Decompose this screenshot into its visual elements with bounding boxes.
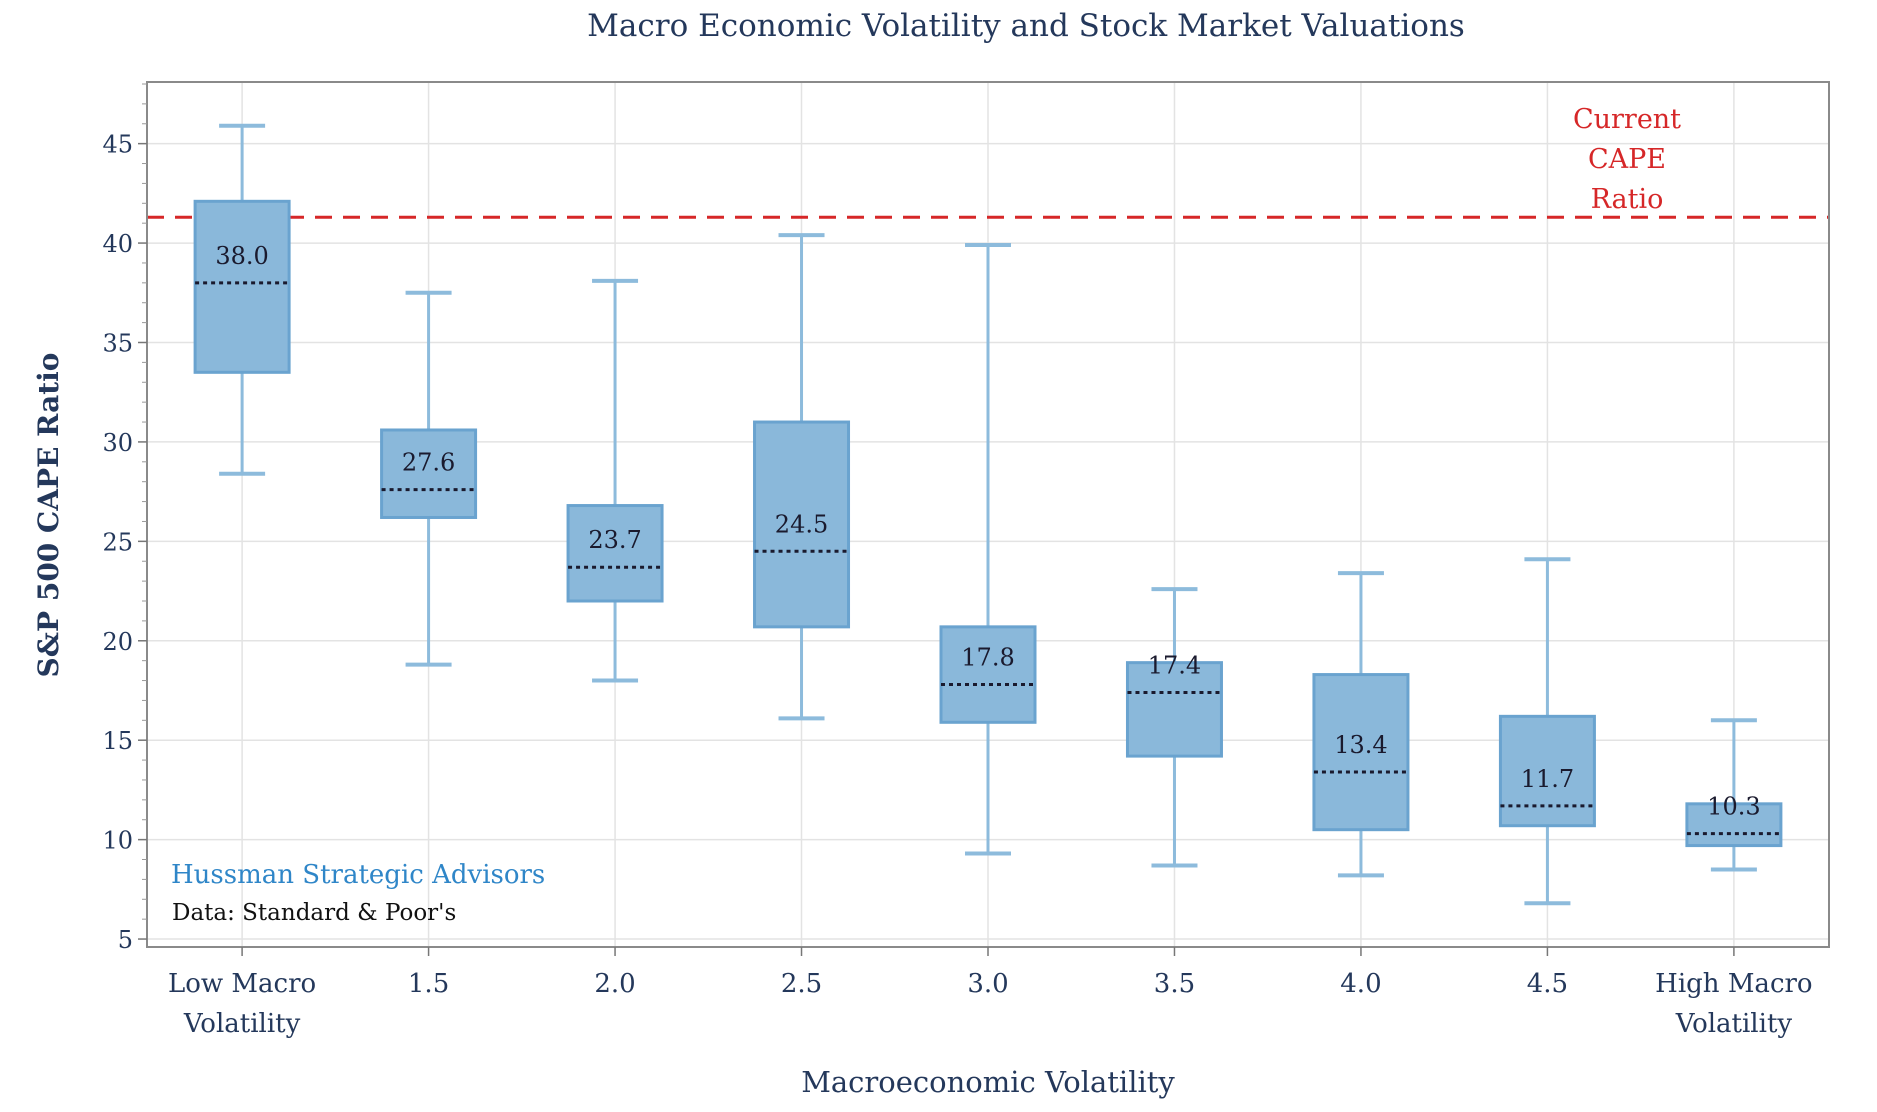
y-tick-label: 40 [102,230,133,258]
current-cape-label: Ratio [1591,184,1664,215]
median-label: 13.4 [1334,731,1387,759]
source-data: Data: Standard & Poor's [172,900,456,926]
y-tick-label: 35 [102,329,133,357]
x-tick-label: 4.0 [1340,969,1381,999]
box-6: 17.4 [1125,587,1223,868]
x-axis: Low Macro Volatility 1.5 2.0 2.5 3.0 3.5 4.0 4.5… [168,947,1813,1039]
y-axis-label: S&P 500 CAPE Ratio [32,353,65,678]
box-5: 17.8 [939,243,1037,856]
box-1: 38.0 [193,123,291,476]
y-tick-label: 15 [102,727,133,755]
x-tick-label: 3.5 [1154,969,1195,999]
median-label: 11.7 [1521,765,1574,793]
iqr-box [939,625,1037,724]
iqr-box [1312,673,1410,832]
x-tick-label: Volatility [1675,1009,1793,1039]
y-axis: 5 10 15 20 25 30 35 40 45 [102,83,147,954]
y-tick-label: 30 [102,429,133,457]
box-4: 24.5 [753,233,851,721]
iqr-box [566,504,664,603]
median-label: 17.4 [1148,651,1201,679]
iqr-box [380,428,478,519]
x-tick-label: 2.0 [594,969,635,999]
x-tick-label: 2.5 [781,969,822,999]
x-tick-label: High Macro [1655,969,1812,999]
x-axis-label: Macroeconomic Volatility [801,1065,1175,1099]
box-8: 11.7 [1498,557,1596,906]
median-label: 17.8 [961,644,1014,672]
current-cape-label: Current [1573,104,1681,135]
iqr-box [1498,714,1596,828]
reference-line-group: Current CAPE Ratio [147,104,1829,219]
y-tick-label: 25 [102,528,133,556]
chart-title: Macro Economic Volatility and Stock Mark… [587,8,1465,44]
current-cape-label: CAPE [1588,144,1666,175]
x-tick-label: 4.5 [1527,969,1568,999]
box-7: 13.4 [1312,571,1410,878]
boxes: 38.0 27.6 23.7 24.5 17.8 17.4 13.4 11.7 10.3 [193,123,1783,906]
box-9: 10.3 [1685,718,1783,872]
median-label: 23.7 [588,526,641,554]
y-tick-label: 45 [102,131,133,159]
box-2: 27.6 [380,290,478,667]
x-tick-label: Low Macro [168,969,316,999]
source-brand: Hussman Strategic Advisors [171,860,545,890]
iqr-box [753,420,851,629]
iqr-box [1125,661,1223,758]
median-label: 38.0 [215,242,268,270]
median-label: 27.6 [402,449,455,477]
iqr-box [193,199,291,374]
median-label: 24.5 [775,510,828,538]
x-tick-label: Volatility [183,1009,301,1039]
x-tick-label: 3.0 [967,969,1008,999]
iqr-box [1685,802,1783,848]
box-3: 23.7 [566,278,664,683]
x-tick-label: 1.5 [408,969,449,999]
y-tick-label: 20 [102,628,133,656]
y-tick-label: 5 [118,926,133,954]
median-label: 10.3 [1707,793,1760,821]
y-tick-label: 10 [102,827,133,855]
